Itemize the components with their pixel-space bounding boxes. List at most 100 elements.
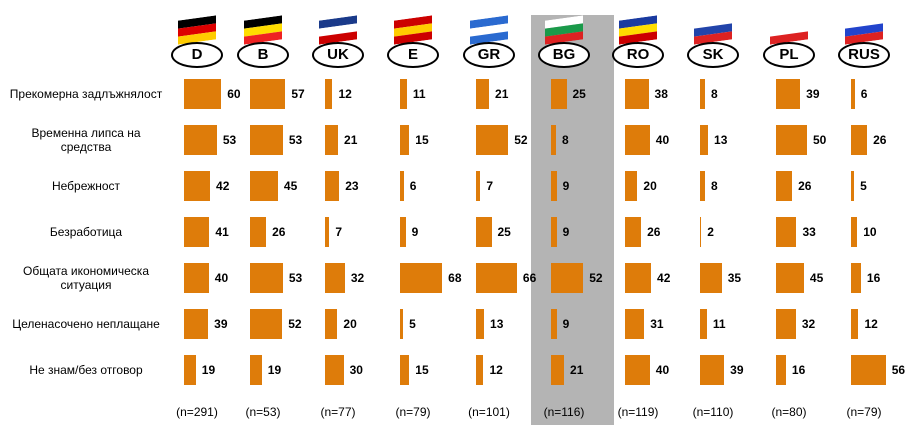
value-label: 57 xyxy=(291,87,305,101)
value-label: 12 xyxy=(338,87,352,101)
bar xyxy=(776,171,793,201)
sample-size: (n=79) xyxy=(846,405,882,419)
bar xyxy=(184,355,196,385)
bar xyxy=(851,217,858,247)
value-label: 20 xyxy=(643,179,657,193)
value-label: 52 xyxy=(288,317,302,331)
country-label: SK xyxy=(687,42,739,68)
country-label: GR xyxy=(463,42,515,68)
bar xyxy=(625,217,642,247)
bar xyxy=(700,217,702,247)
value-label: 19 xyxy=(201,363,216,377)
bar xyxy=(476,309,485,339)
bar xyxy=(776,263,804,293)
value-label: 31 xyxy=(650,317,664,331)
bar xyxy=(400,355,410,385)
value-label: 9 xyxy=(562,179,570,193)
flag xyxy=(394,15,432,45)
bar xyxy=(325,355,344,385)
bar xyxy=(250,217,267,247)
bar xyxy=(250,79,286,109)
bar xyxy=(325,309,338,339)
sample-size: (n=116) xyxy=(543,405,585,419)
bar xyxy=(851,79,855,109)
value-label: 68 xyxy=(448,271,462,285)
value-label: 25 xyxy=(572,87,586,101)
value-label: 7 xyxy=(486,179,494,193)
bar xyxy=(476,263,517,293)
value-label: 23 xyxy=(345,179,359,193)
bar xyxy=(551,217,557,247)
value-label: 26 xyxy=(798,179,812,193)
flag xyxy=(845,15,883,45)
country-label: D xyxy=(171,42,223,68)
bar xyxy=(851,355,886,385)
sample-size: (n=119) xyxy=(617,405,659,419)
bar xyxy=(325,79,333,109)
sample-size: (n=79) xyxy=(395,405,431,419)
country-label: PL xyxy=(763,42,815,68)
bar xyxy=(184,309,209,339)
value-label: 2 xyxy=(707,225,714,239)
value-label: 42 xyxy=(657,271,671,285)
sample-size: (n=80) xyxy=(771,405,807,419)
flag xyxy=(244,15,282,45)
value-label: 10 xyxy=(863,225,877,239)
bar xyxy=(476,79,490,109)
bar xyxy=(625,263,652,293)
value-label: 8 xyxy=(561,133,569,147)
value-label: 15 xyxy=(415,133,429,147)
value-label: 40 xyxy=(655,363,670,377)
country-label: RUS xyxy=(838,42,890,68)
bar xyxy=(625,79,649,109)
country-label: RO xyxy=(612,42,664,68)
bar xyxy=(776,79,801,109)
bar xyxy=(551,125,556,155)
country-label: BG xyxy=(538,42,590,68)
value-label: 21 xyxy=(344,133,358,147)
value-label: 9 xyxy=(562,317,570,331)
bar xyxy=(625,171,638,201)
bar xyxy=(325,125,339,155)
value-label: 40 xyxy=(214,271,229,285)
bar xyxy=(400,263,443,293)
bar xyxy=(184,125,217,155)
value-label: 38 xyxy=(654,87,668,101)
value-label: 5 xyxy=(409,317,416,331)
value-label: 8 xyxy=(710,179,718,193)
bar xyxy=(184,217,210,247)
bar xyxy=(851,171,855,201)
country-label: B xyxy=(237,42,289,68)
value-label: 32 xyxy=(801,317,816,331)
bar xyxy=(184,263,209,293)
category-label: Прекомерна задлъжнялост xyxy=(9,87,163,101)
bar xyxy=(700,309,707,339)
bar xyxy=(476,171,481,201)
bar xyxy=(700,171,705,201)
value-label: 30 xyxy=(349,363,363,377)
bar xyxy=(700,79,705,109)
value-label: 50 xyxy=(813,133,827,147)
value-label: 53 xyxy=(288,271,303,285)
bar xyxy=(551,263,584,293)
sample-size: (n=53) xyxy=(245,405,281,419)
flag xyxy=(470,15,508,45)
bar xyxy=(400,79,407,109)
bar xyxy=(250,125,283,155)
value-label: 56 xyxy=(891,363,906,377)
bar xyxy=(184,171,211,201)
bar xyxy=(851,125,868,155)
bar xyxy=(250,309,283,339)
bar xyxy=(325,263,345,293)
value-label: 26 xyxy=(647,225,661,239)
value-label: 9 xyxy=(562,225,570,239)
value-label: 12 xyxy=(864,317,878,331)
bar xyxy=(851,309,859,339)
value-label: 45 xyxy=(283,179,298,193)
bar xyxy=(325,171,340,201)
bar xyxy=(625,355,650,385)
bar xyxy=(776,355,786,385)
sample-size: (n=110) xyxy=(692,405,734,419)
flag xyxy=(770,15,808,45)
bar xyxy=(700,355,725,385)
